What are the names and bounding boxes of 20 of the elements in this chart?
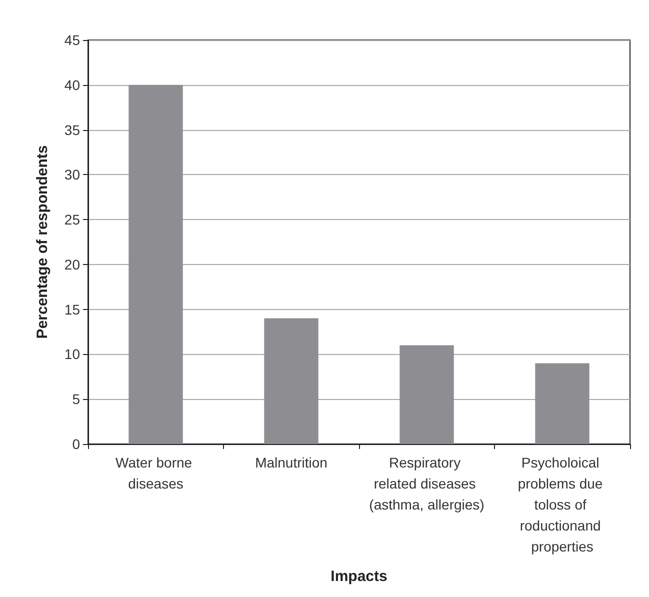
- y-tick-label: 30: [64, 166, 80, 183]
- x-tick-label: Psycholoical problems due toloss of roductionand properties: [518, 454, 607, 554]
- y-tick-label: 40: [64, 76, 80, 93]
- y-tick-label: 5: [72, 391, 80, 408]
- bar: [128, 84, 183, 444]
- y-tick-label: 25: [64, 212, 80, 228]
- y-tick-label: 0: [72, 436, 80, 452]
- x-tick-label: Malnutrition: [255, 454, 328, 470]
- bar: [264, 318, 318, 444]
- y-tick-label: 15: [64, 301, 80, 318]
- x-axis-title: Impacts: [330, 568, 388, 585]
- y-tick-label: 45: [64, 32, 80, 48]
- bar: [400, 345, 454, 444]
- y-tick-label: 35: [64, 122, 80, 138]
- y-tick-label: 20: [64, 256, 80, 272]
- x-tick-label: Respiratory related diseases (asthma, allergies): [369, 454, 484, 512]
- x-tick-label: Water borne diseases: [116, 454, 196, 492]
- bar: [535, 363, 590, 444]
- y-tick-label: 10: [64, 346, 80, 362]
- y-axis-title: Percentage of respondents: [34, 145, 51, 339]
